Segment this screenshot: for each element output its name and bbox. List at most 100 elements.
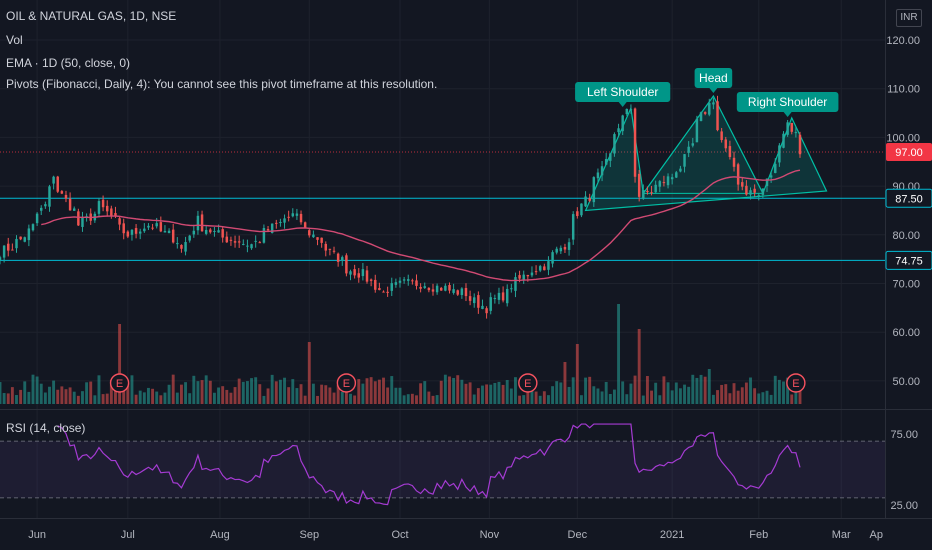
candle-body (720, 131, 723, 141)
earnings-marker-label: E (343, 378, 350, 390)
level-price-tag[interactable]: 87.50 (885, 188, 932, 208)
candle-body (794, 132, 798, 134)
price-series (0, 95, 802, 319)
earnings-marker-circle[interactable] (109, 373, 130, 393)
candle-body (192, 230, 196, 235)
candle-body (299, 213, 303, 223)
volume-bar (369, 377, 373, 404)
earnings-marker[interactable]: E (336, 373, 357, 393)
volume-bar (757, 393, 761, 404)
pattern-label[interactable]: Head (694, 68, 733, 93)
candle-body (143, 228, 146, 232)
candle-body (637, 173, 641, 197)
volume-bar (299, 384, 303, 404)
candle-body (374, 279, 377, 290)
volume-bar (654, 382, 658, 404)
volume-bar (394, 387, 398, 404)
candle-body (588, 198, 591, 201)
candle-body (555, 248, 558, 253)
candle-body (736, 164, 740, 185)
pattern-label-box[interactable] (736, 92, 839, 112)
pattern-label[interactable]: Right Shoulder (736, 92, 839, 117)
volume-bar (180, 384, 183, 404)
candle-body (670, 177, 674, 180)
price-tag-box[interactable] (886, 143, 932, 162)
earnings-marker[interactable]: E (786, 373, 806, 393)
volume-bar (592, 386, 596, 404)
volume-bar (435, 395, 439, 404)
earnings-marker-circle[interactable] (786, 373, 806, 393)
volume-bar (303, 395, 307, 404)
symbol-title[interactable]: OIL & NATURAL GAS, 1D, NSE (6, 9, 177, 23)
price-tag-text: 74.75 (895, 255, 923, 267)
pivots-legend[interactable]: Pivots (Fibonacci, Daily, 4): You cannot… (6, 77, 438, 91)
candle-body (518, 275, 521, 279)
pattern-label-box[interactable] (694, 68, 733, 88)
volume-bar (534, 391, 538, 404)
volume-bar (105, 393, 109, 404)
price-tag-box[interactable] (885, 188, 932, 208)
candle-body (547, 261, 550, 270)
volume-bar (443, 374, 447, 404)
volume-bar (64, 389, 68, 404)
candle-body (456, 290, 459, 295)
volume-bar (212, 392, 216, 404)
earnings-marker[interactable]: E (518, 373, 538, 393)
pattern-label[interactable]: Left Shoulder (575, 82, 671, 107)
volume-bar (188, 393, 192, 404)
candle-body (423, 286, 426, 288)
volume-bar (580, 395, 583, 404)
candle-body (291, 213, 295, 217)
volume-bar (753, 388, 757, 404)
volume-bar (716, 390, 719, 404)
earnings-marker-circle[interactable] (336, 373, 357, 393)
volume-bar (604, 381, 608, 404)
volume-bar (163, 392, 167, 404)
rsi-band (0, 441, 885, 498)
candle-body (695, 118, 699, 143)
candle-body (761, 188, 765, 195)
volume-bar (522, 395, 526, 404)
earnings-marker-circle[interactable] (518, 373, 538, 393)
price-axis-label: 50.00 (892, 376, 920, 388)
ema-legend[interactable]: EMA · 1D (50, close, 0) (6, 56, 131, 70)
volume-bar (489, 384, 493, 404)
candle-body (7, 243, 10, 251)
currency-badge[interactable]: INR (896, 9, 922, 27)
candle-body (270, 223, 274, 233)
candle-body (501, 292, 505, 301)
head-and-shoulders-pattern[interactable] (584, 94, 828, 212)
level-price-tag[interactable]: 74.75 (885, 250, 932, 270)
candle-body (782, 133, 785, 148)
volume-bar (324, 385, 328, 404)
volume-bar (724, 384, 728, 404)
candle-body (312, 234, 315, 238)
candle-body (349, 271, 352, 275)
volume-bar (52, 380, 56, 404)
candle-body (2, 245, 6, 258)
volume-bar (674, 382, 678, 404)
candle-body (64, 194, 68, 199)
earnings-marker[interactable]: E (109, 373, 130, 393)
volume-legend[interactable]: Vol (6, 33, 23, 47)
candle-body (341, 257, 344, 261)
volume-bar (699, 374, 703, 404)
volume-bar (377, 379, 381, 404)
volume-bar (295, 388, 299, 404)
candle-body (328, 248, 332, 250)
pattern-label-box[interactable] (575, 82, 671, 102)
volume-bar (233, 387, 237, 404)
price-tag-box[interactable] (885, 250, 932, 270)
rsi-legend[interactable]: RSI (14, close) (6, 421, 86, 435)
candle-body (196, 215, 200, 231)
last-price-tag[interactable]: 97.00 (886, 143, 932, 162)
candle-body (233, 241, 237, 243)
candle-body (481, 305, 484, 309)
time-axis-label: Dec (568, 529, 588, 541)
time-axis-label: Ap (870, 529, 883, 541)
candle-body (130, 229, 134, 235)
candle-body (559, 247, 563, 252)
pattern-outline[interactable] (584, 94, 828, 212)
candle-body (332, 250, 336, 252)
